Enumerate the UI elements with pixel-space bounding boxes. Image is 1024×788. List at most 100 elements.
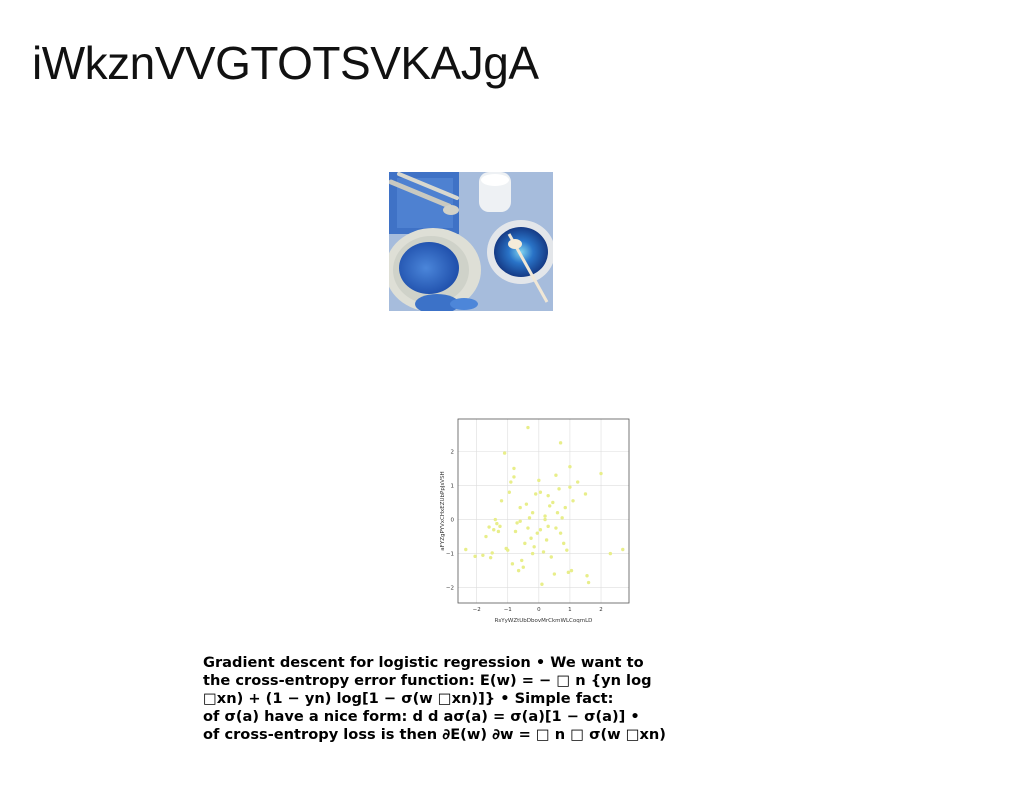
scatter-point	[473, 554, 477, 559]
scatter-plot: −2 −2 −1 −1 0 0 1 1 2 2 RsYyWZtUbDbovMrCkmWLCoqmL…	[440, 418, 630, 624]
scatter-point	[540, 582, 544, 586]
y-tick-label: 1	[451, 483, 455, 489]
scatter-point	[493, 517, 498, 522]
scatter-point	[569, 568, 574, 573]
food-photo-graphic	[389, 172, 553, 311]
scatter-point	[543, 517, 547, 522]
scatter-point	[585, 574, 589, 578]
x-tick-label: −1	[504, 607, 512, 613]
scatter-point	[488, 555, 493, 560]
scatter-point	[548, 504, 552, 508]
scatter-point	[621, 547, 625, 552]
scatter-point	[512, 475, 516, 479]
scatter-point	[516, 568, 521, 573]
scatter-point	[534, 492, 538, 496]
scatter-point	[502, 451, 507, 455]
y-tick-label: 0	[451, 518, 455, 524]
scatter-point	[513, 529, 518, 534]
y-axis-label: aFYZgPYVxCHxEZUbPpJsVSH	[440, 471, 446, 550]
scatter-point	[583, 492, 588, 496]
scatter-point	[512, 466, 516, 471]
grid-lines	[458, 419, 629, 603]
scatter-point	[529, 536, 533, 540]
scatter-point	[576, 480, 580, 484]
scatter-point	[530, 511, 535, 515]
scatter-point	[523, 541, 527, 546]
x-tick-label: −2	[473, 607, 481, 613]
scatter-point	[560, 516, 564, 520]
x-axis-label: RsYyWZtUbDbovMrCkmWLCoqmLD	[495, 618, 593, 624]
scatter-point	[555, 511, 560, 515]
scatter-point	[552, 572, 557, 576]
scatter-point	[554, 473, 558, 477]
scatter-point	[544, 538, 549, 542]
scatter-point	[568, 485, 572, 489]
text-line: □xn) + (1 − yn) log[1 − σ(w □xn)]} • Sim…	[203, 690, 614, 707]
data-points	[464, 425, 625, 586]
scatter-point	[535, 531, 539, 535]
text-line: Gradient descent for logistic regression…	[203, 654, 644, 671]
scatter-point	[487, 525, 491, 529]
scatter-point	[530, 551, 535, 556]
scatter-point	[546, 524, 550, 529]
scatter-point	[586, 580, 591, 585]
axis-ticks: −2 −2 −1 −1 0 0 1 1 2 2	[446, 449, 603, 613]
scatter-point	[498, 524, 502, 529]
scatter-point	[526, 425, 530, 430]
scatter-point	[558, 531, 563, 535]
y-tick-label: −2	[446, 586, 454, 592]
scatter-point	[566, 570, 571, 575]
scatter-point	[484, 534, 488, 539]
scatter-point	[562, 541, 566, 546]
scatter-point	[481, 553, 485, 557]
food-photo	[389, 172, 553, 311]
slide-title: iWkznVVGTOTSVKAJgA	[32, 37, 539, 89]
scatter-point	[538, 528, 543, 532]
scatter-point	[537, 478, 541, 483]
scatter-chart: −2 −2 −1 −1 0 0 1 1 2 2 RsYyWZtUbDbovMrCkmWLCoqmL…	[436, 412, 636, 626]
scatter-point	[490, 551, 494, 555]
text-line: of σ(a) have a nice form: d d aσ(a) = σ(…	[203, 708, 640, 725]
scatter-point	[557, 487, 561, 491]
scatter-point	[518, 519, 522, 523]
scatter-point	[510, 562, 515, 566]
plot-frame	[457, 418, 630, 604]
x-tick-label: 2	[599, 607, 603, 613]
scatter-point	[499, 499, 504, 503]
scatter-point	[464, 547, 468, 552]
x-tick-label: 0	[537, 607, 541, 613]
scatter-point	[568, 465, 572, 469]
scatter-point	[521, 565, 525, 569]
scatter-point	[551, 500, 555, 505]
y-tick-label: −1	[446, 552, 454, 558]
scatter-point	[520, 558, 524, 563]
scatter-point	[515, 521, 519, 525]
scatter-point	[538, 490, 543, 494]
scatter-point	[495, 521, 499, 526]
scatter-point	[526, 526, 530, 530]
text-line: the cross-entropy error function: E(w) =…	[203, 672, 652, 689]
scatter-point	[541, 550, 546, 554]
text-line: of cross-entropy loss is then ∂E(w) ∂w =…	[203, 726, 666, 743]
scatter-point	[549, 555, 553, 559]
scatter-point	[565, 548, 569, 552]
scatter-point	[543, 514, 547, 518]
scatter-point	[554, 526, 558, 530]
scatter-point	[532, 545, 536, 549]
scatter-point	[571, 499, 575, 503]
scatter-point	[509, 480, 513, 484]
scatter-point	[599, 471, 603, 476]
y-tick-label: 2	[451, 449, 455, 455]
scatter-point	[518, 505, 522, 510]
scatter-point	[507, 490, 511, 494]
scatter-point	[563, 505, 567, 510]
scatter-point	[546, 493, 550, 498]
scatter-point	[527, 516, 532, 520]
scatter-point	[496, 529, 501, 534]
scatter-point	[506, 548, 510, 552]
x-tick-label: 1	[568, 607, 572, 613]
scatter-point	[492, 528, 496, 532]
scatter-point	[608, 551, 613, 556]
scatter-point	[524, 502, 529, 506]
scatter-point	[558, 441, 563, 445]
